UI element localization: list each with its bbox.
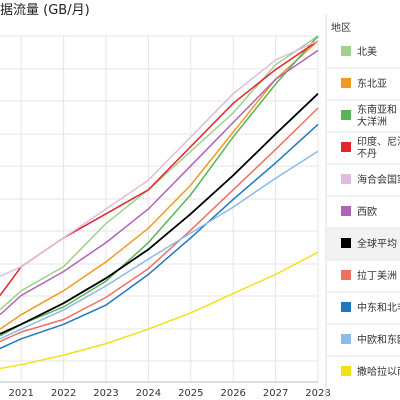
legend: 地区 北美东北亚东南亚和大洋洲印度、尼泊不丹海合会国家西欧全球平均拉丁美洲中东和… xyxy=(325,14,400,400)
legend-swatch xyxy=(341,206,351,216)
x-tick-label: 2025 xyxy=(178,388,203,399)
x-tick-label: 2024 xyxy=(136,388,161,399)
legend-label: 海合会国家 xyxy=(357,173,400,186)
x-tick-label: 2026 xyxy=(220,388,245,399)
chart-title: 据流量 (GB/月) xyxy=(0,3,90,18)
series-line xyxy=(0,40,319,277)
legend-label: 印度、尼泊不丹 xyxy=(357,135,400,160)
legend-label: 北美 xyxy=(357,45,377,58)
legend-title: 地区 xyxy=(331,21,351,34)
series-line xyxy=(0,35,319,337)
legend-swatch xyxy=(341,142,351,152)
series-line xyxy=(0,251,319,370)
x-tick-label: 2023 xyxy=(93,388,118,399)
series-line xyxy=(0,35,319,311)
legend-swatch xyxy=(341,78,351,88)
legend-swatch xyxy=(341,46,351,56)
x-tick-label: 2022 xyxy=(51,388,76,399)
legend-label: 全球平均 xyxy=(357,237,397,250)
series-line xyxy=(0,107,319,343)
legend-label: 中东和北非 xyxy=(357,301,400,314)
legend-swatch xyxy=(341,238,351,248)
legend-swatch xyxy=(341,334,351,344)
legend-label: 拉丁美洲 xyxy=(357,269,397,282)
legend-label: 东北亚 xyxy=(357,77,387,90)
legend-label: 西欧 xyxy=(357,206,377,218)
legend-swatch xyxy=(341,270,351,280)
legend-label: 东南亚和大洋洲 xyxy=(357,103,397,128)
x-tick-label: 2028 xyxy=(305,388,330,399)
legend-swatch xyxy=(341,174,351,184)
legend-swatch xyxy=(341,302,351,312)
series-line xyxy=(0,123,319,350)
series-line xyxy=(0,40,319,330)
legend-label: 中欧和东欧 xyxy=(357,333,400,346)
legend-swatch xyxy=(341,110,351,120)
legend-label: 撒哈拉以南非洲 xyxy=(357,365,400,378)
x-tick-label: 2021 xyxy=(8,388,33,399)
series-line xyxy=(0,49,319,316)
x-axis: 2021 2022 2023 2024 2025 2026 2027 2028 xyxy=(8,388,330,399)
legend-swatch xyxy=(341,366,351,376)
legend-highlight xyxy=(327,229,400,259)
x-tick-label: 2027 xyxy=(263,388,288,399)
series-line xyxy=(0,93,319,335)
series-line xyxy=(0,150,319,340)
plot-area xyxy=(0,35,319,370)
